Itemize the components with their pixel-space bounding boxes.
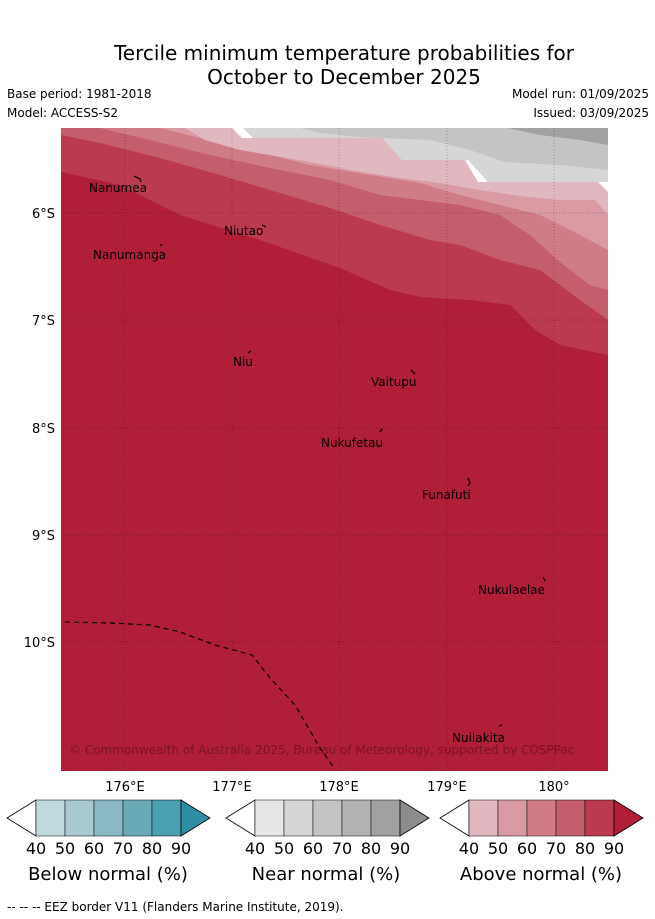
colorbar-segment [468, 799, 499, 837]
colorbar-label-near: Near normal (%) [251, 864, 401, 885]
lat-tick-label: 7°S [32, 314, 55, 329]
colorbar-segment [93, 799, 124, 837]
colorbar-segment [526, 799, 557, 837]
eez-border [64, 621, 335, 769]
place-label: Nuilakita [452, 731, 505, 745]
colorbar-segment [35, 799, 66, 837]
lon-tick-label: 178°E [319, 780, 359, 795]
colorbar-tick-label: 50 [55, 839, 75, 858]
place-label: Niutao [224, 224, 263, 238]
lat-tick-label: 8°S [32, 422, 55, 437]
colorbar-segment [584, 799, 615, 837]
probability-shading [61, 128, 608, 771]
graticule [61, 128, 608, 771]
colorbar-tick-label: 60 [517, 839, 537, 858]
colorbar-segment [497, 799, 528, 837]
colorbar-low-extension [439, 799, 470, 837]
colorbar-segment [254, 799, 285, 837]
place-label: Nukufetau [321, 436, 383, 450]
colorbar-segment [555, 799, 586, 837]
colorbar-low-extension [225, 799, 256, 837]
colorbar-tick-label: 70 [332, 839, 352, 858]
lon-axis: 176°E 177°E 178°E 179°E 180° [105, 780, 569, 795]
credit-text: © Commonwealth of Australia 2025, Bureau… [69, 743, 574, 757]
lon-tick-label: 180° [538, 780, 569, 795]
colorbar-low-extension [6, 799, 37, 837]
colorbar-high-extension [399, 799, 430, 837]
colorbar-segment [370, 799, 401, 837]
colorbar-segment [151, 799, 182, 837]
lat-tick-label: 6°S [32, 207, 55, 222]
colorbar-tick-label: 90 [390, 839, 410, 858]
base-period: Base period: 1981-2018 [7, 87, 152, 101]
model-name: Model: ACCESS-S2 [7, 106, 119, 120]
title-line-1: Tercile minimum temperature probabilitie… [113, 41, 575, 65]
colorbar: 40 50 60 70 80 90 [439, 799, 644, 858]
colorbar: 40 50 60 70 80 90 [6, 799, 211, 858]
colorbar: 40 50 60 70 80 90 [225, 799, 430, 858]
colorbar-label-below: Below normal (%) [28, 864, 188, 885]
colorbar-segment [283, 799, 314, 837]
lat-tick-label: 9°S [32, 529, 55, 544]
colorbar-tick-label: 60 [303, 839, 323, 858]
place-label: Nanumanga [93, 248, 166, 262]
colorbar-tick-label: 90 [171, 839, 191, 858]
place-label: Nanumea [89, 181, 147, 195]
colorbar-tick-label: 90 [604, 839, 624, 858]
place-label: Nukulaelae [478, 583, 545, 597]
place-label: Funafuti [422, 488, 471, 502]
lat-axis: 6°S 7°S 8°S 9°S 10°S [24, 207, 55, 651]
colorbar-tick-label: 50 [488, 839, 508, 858]
issued-date: Issued: 03/09/2025 [533, 106, 649, 120]
colorbar-tick-label: 40 [459, 839, 479, 858]
colorbar-high-extension [613, 799, 644, 837]
island-marks [133, 175, 546, 727]
colorbar-segment [122, 799, 153, 837]
colorbar-high-extension [180, 799, 211, 837]
model-run: Model run: 01/09/2025 [511, 87, 649, 101]
lon-tick-label: 179°E [427, 780, 467, 795]
lat-tick-label: 10°S [24, 636, 55, 651]
colorbar-segment [341, 799, 372, 837]
lon-tick-label: 177°E [212, 780, 252, 795]
place-label: Niu [233, 355, 253, 369]
colorbar-label-above: Above normal (%) [459, 864, 623, 885]
colorbar-tick-label: 80 [142, 839, 162, 858]
colorbar-tick-label: 50 [274, 839, 294, 858]
colorbar-tick-label: 70 [113, 839, 133, 858]
colorbar-segment [312, 799, 343, 837]
colorbar-tick-label: 70 [546, 839, 566, 858]
colorbar-segment [64, 799, 95, 837]
footer-note: -- -- -- EEZ border V11 (Flanders Marine… [7, 900, 344, 914]
lon-tick-label: 176°E [105, 780, 145, 795]
colorbar-tick-label: 60 [84, 839, 104, 858]
colorbar-tick-label: 40 [26, 839, 46, 858]
colorbar-tick-label: 40 [245, 839, 265, 858]
colorbar-tick-label: 80 [361, 839, 381, 858]
colorbar-legends: 40 50 60 70 80 90 40 50 60 70 80 90 40 50 60 70 80 90 [6, 799, 644, 858]
place-label: Vaitupu [371, 375, 417, 389]
title-line-2: October to December 2025 [207, 65, 481, 89]
colorbar-tick-label: 80 [575, 839, 595, 858]
